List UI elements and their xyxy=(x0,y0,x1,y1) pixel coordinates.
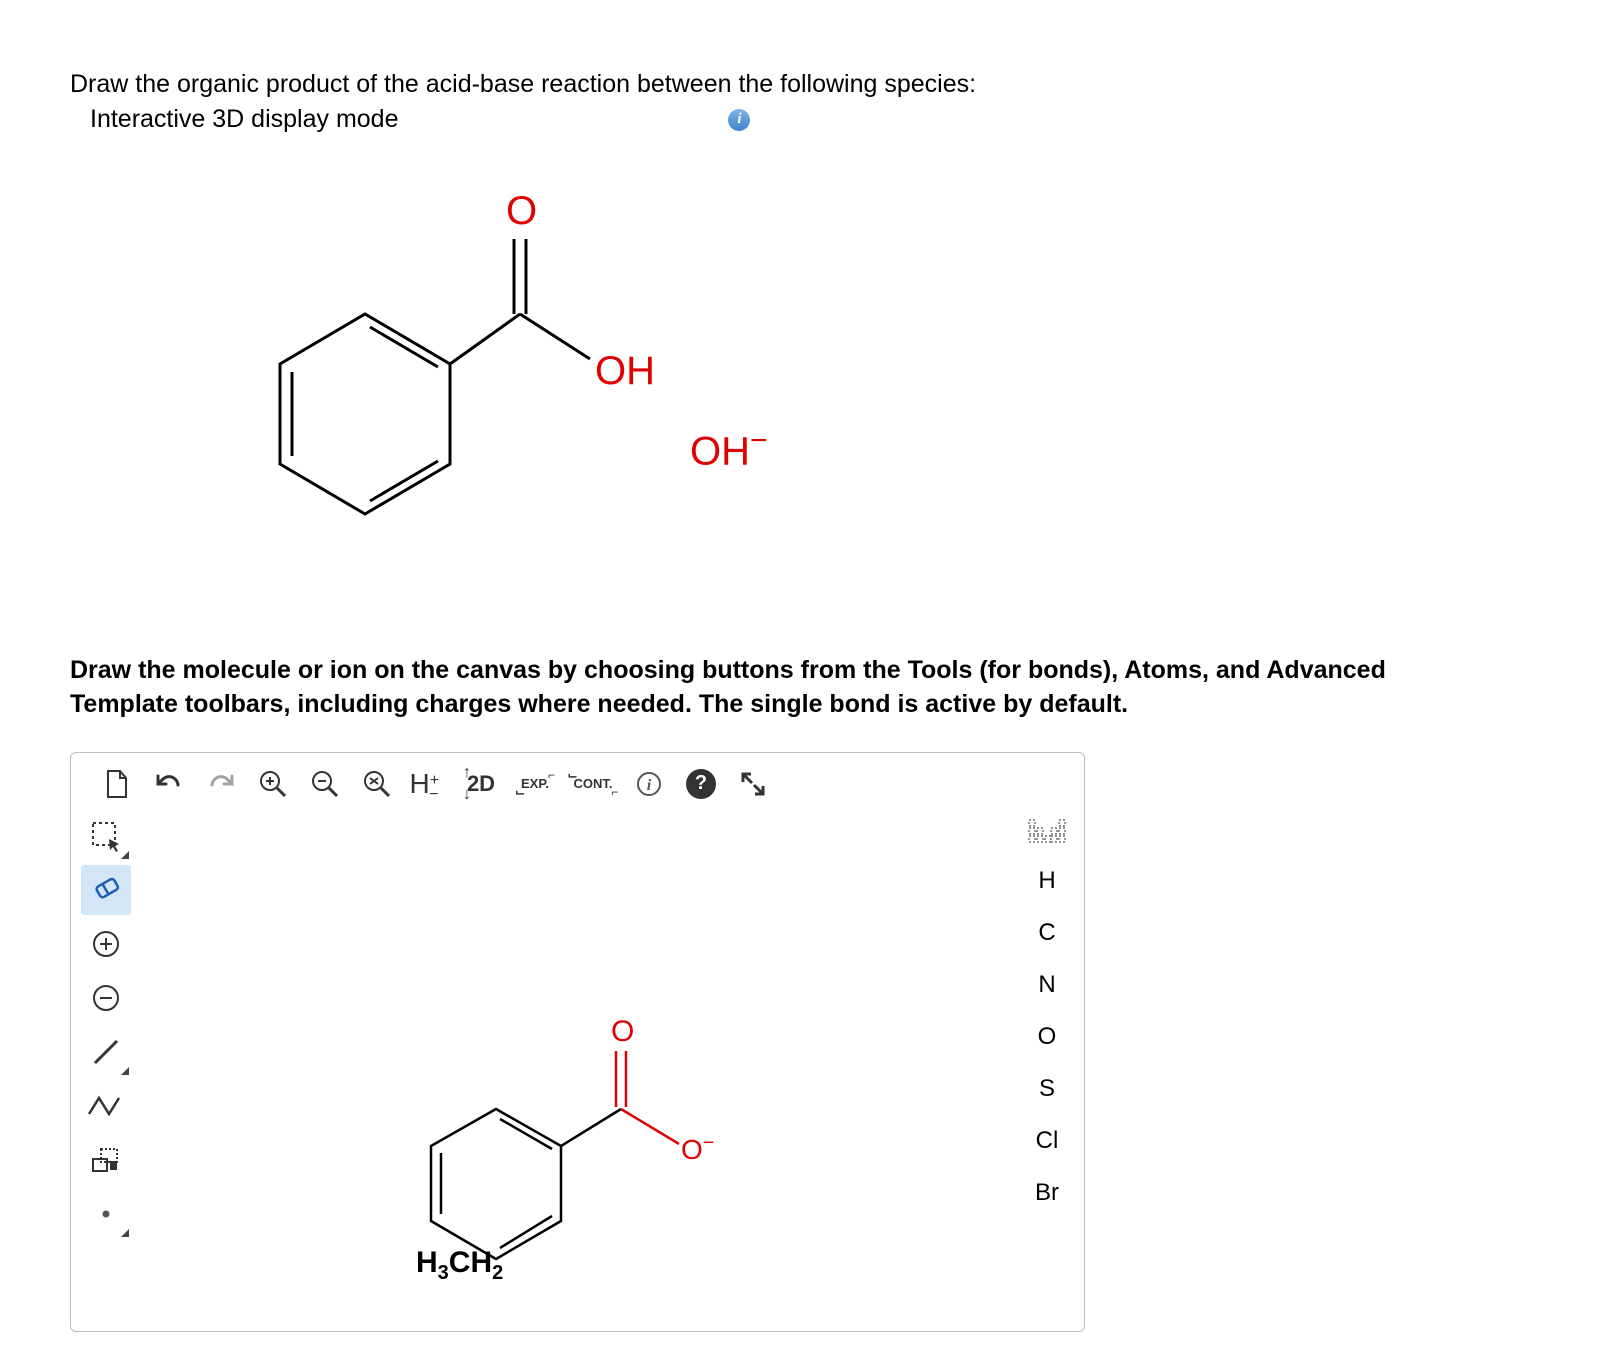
hydrogen-charge-button[interactable]: H+− xyxy=(405,763,453,805)
canvas-oxygen: O xyxy=(611,1015,634,1048)
redo-button[interactable] xyxy=(197,763,245,805)
chain-tool[interactable] xyxy=(81,1081,131,1131)
atom-br-button[interactable]: Br xyxy=(1025,1171,1069,1215)
atom-cl-button[interactable]: Cl xyxy=(1025,1119,1069,1163)
info-icon[interactable]: i xyxy=(728,109,750,131)
benzoic-acid-structure: O OH xyxy=(180,164,660,584)
eraser-tool[interactable] xyxy=(81,865,131,915)
new-document-button[interactable] xyxy=(93,763,141,805)
zoom-in-button[interactable] xyxy=(249,763,297,805)
question-text: Draw the organic product of the acid-bas… xyxy=(70,70,1536,99)
help-button[interactable]: ? xyxy=(677,763,725,805)
atoms-toolbar: H C N O S Cl Br xyxy=(1020,811,1074,1215)
structure-editor: H+− ↑2D↓ ⌐EXP.⌙ ⌙CONT.⌐ i ? xyxy=(70,752,1085,1332)
single-bond-tool[interactable] xyxy=(81,1027,131,1077)
atom-o-button[interactable]: O xyxy=(1025,1015,1069,1059)
reaction-diagram: O OH OH− xyxy=(70,134,1536,634)
contract-button[interactable]: ⌙CONT.⌐ xyxy=(565,763,621,805)
atom-n-button[interactable]: N xyxy=(1025,963,1069,1007)
template-tool[interactable] xyxy=(81,1135,131,1185)
h3ch2-fragment: H3CH2 xyxy=(416,1246,503,1285)
more-tool[interactable] xyxy=(81,1189,131,1239)
hydroxyl-label: OH xyxy=(595,349,655,393)
undo-button[interactable] xyxy=(145,763,193,805)
atom-s-button[interactable]: S xyxy=(1025,1067,1069,1111)
marquee-tool[interactable] xyxy=(81,811,131,861)
periodic-table-button[interactable] xyxy=(1025,811,1069,851)
toolbar-info-button[interactable]: i xyxy=(625,763,673,805)
canvas-o-minus: O− xyxy=(681,1132,714,1165)
fullscreen-button[interactable] xyxy=(729,763,777,805)
2d-view-button[interactable]: ↑2D↓ xyxy=(457,763,505,805)
tools-toolbar xyxy=(81,811,135,1239)
atom-c-button[interactable]: C xyxy=(1025,911,1069,955)
zoom-fit-button[interactable] xyxy=(353,763,401,805)
charge-plus-tool[interactable] xyxy=(81,919,131,969)
oxygen-label: O xyxy=(506,189,537,233)
expand-button[interactable]: ⌐EXP.⌙ xyxy=(509,763,561,805)
atom-h-button[interactable]: H xyxy=(1025,859,1069,903)
top-toolbar: H+− ↑2D↓ ⌐EXP.⌙ ⌙CONT.⌐ i ? xyxy=(71,753,1084,811)
hydroxide-reagent: OH− xyxy=(690,424,768,474)
zoom-out-button[interactable] xyxy=(301,763,349,805)
display-mode-label: Interactive 3D display mode xyxy=(90,105,398,134)
instructions-text: Draw the molecule or ion on the canvas b… xyxy=(70,654,1420,722)
charge-minus-tool[interactable] xyxy=(81,973,131,1023)
user-structure: O O− xyxy=(321,941,821,1332)
svg-text:i: i xyxy=(647,777,652,794)
drawing-canvas[interactable]: O O− H3CH2 xyxy=(141,811,1014,1331)
